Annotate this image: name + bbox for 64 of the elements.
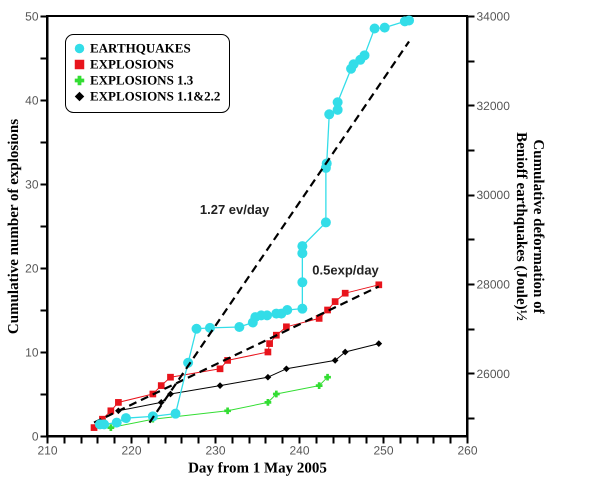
point — [264, 399, 272, 406]
legend-label: EXPLOSIONS 1.3 — [90, 72, 194, 88]
point — [158, 382, 165, 389]
point — [170, 408, 181, 419]
point — [282, 305, 292, 315]
point — [332, 298, 338, 305]
y2-tick-label: 26000 — [476, 366, 510, 381]
legend-label: EARTHQUAKES — [90, 40, 191, 56]
point — [370, 24, 380, 34]
point — [192, 324, 202, 334]
point — [332, 97, 343, 108]
point — [234, 322, 244, 332]
point — [380, 22, 390, 33]
point — [115, 399, 122, 406]
y2-tick-label: 32000 — [476, 98, 510, 113]
y-tick-label: 40 — [25, 94, 39, 108]
y-tick-label: 30 — [25, 178, 39, 192]
x-tick-label: 210 — [37, 444, 58, 458]
point — [216, 382, 224, 389]
point — [266, 340, 273, 347]
point — [272, 390, 280, 398]
legend-label: EXPLOSIONS — [90, 56, 174, 72]
point — [324, 374, 331, 381]
point — [375, 340, 382, 347]
point — [120, 413, 131, 424]
point — [158, 399, 165, 406]
point — [360, 50, 370, 60]
point — [316, 382, 323, 389]
point — [283, 323, 290, 330]
point — [107, 424, 114, 431]
point — [297, 304, 308, 314]
point — [112, 418, 122, 428]
y2-tick-label: 28000 — [476, 278, 510, 292]
point — [264, 348, 272, 356]
point — [342, 290, 349, 297]
y2-axis-title: Cumulative deformation of Benioff earthquakes (Joule)½ — [512, 132, 546, 321]
point — [297, 241, 308, 252]
x-axis-title: Day from 1 May 2005 — [188, 460, 327, 476]
x-tick-label: 260 — [457, 444, 478, 458]
y2-tick-label: 34000 — [476, 10, 510, 24]
y-tick-label: 10 — [25, 346, 39, 360]
point — [332, 357, 338, 364]
point — [224, 407, 231, 414]
point — [297, 277, 308, 288]
point — [216, 365, 224, 372]
y-tick-label: 50 — [25, 10, 39, 24]
point — [167, 374, 174, 381]
point — [324, 109, 334, 120]
point — [264, 374, 272, 381]
x-tick-label: 240 — [289, 444, 310, 458]
x-tick-label: 220 — [121, 444, 142, 458]
series-label: 1.27 ev/day — [200, 202, 270, 218]
legend-label: EXPLOSIONS 1.1&2.2 — [90, 88, 220, 104]
point — [320, 217, 331, 228]
series-label: 0.5exp/day — [312, 262, 380, 278]
y-axis-title: Cumulative number of explosions — [6, 118, 22, 334]
y-tick-label: 20 — [25, 262, 39, 276]
y2-tick-label: 30000 — [476, 188, 510, 202]
x-tick-label: 230 — [205, 444, 226, 458]
point — [342, 348, 349, 356]
point — [404, 15, 414, 26]
point — [283, 365, 290, 372]
y-tick-label: 0 — [32, 430, 39, 444]
x-tick-label: 250 — [373, 444, 394, 458]
